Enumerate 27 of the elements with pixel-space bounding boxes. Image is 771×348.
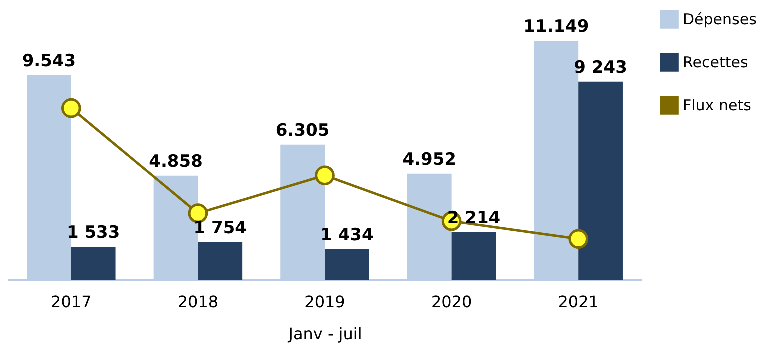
point bbox=[61, 98, 82, 118]
data-label: 11.149 bbox=[524, 17, 590, 38]
x-tick-label: 2021 bbox=[558, 292, 599, 312]
x-tick-label: 2018 bbox=[178, 292, 219, 312]
data-label: 4.858 bbox=[149, 152, 203, 172]
data-label: 9 243 bbox=[574, 58, 628, 78]
point bbox=[568, 229, 589, 250]
legend-label: Recettes bbox=[683, 54, 748, 72]
x-tick-label: 2020 bbox=[431, 292, 472, 312]
bar bbox=[325, 249, 370, 280]
bar bbox=[452, 232, 496, 280]
bar bbox=[198, 242, 243, 280]
data-label: 9.543 bbox=[22, 51, 76, 72]
legend-label: Flux nets bbox=[683, 96, 752, 114]
bar bbox=[71, 247, 116, 280]
data-label: 1 533 bbox=[66, 223, 120, 244]
x-axis-title: Janv - juil bbox=[288, 324, 362, 344]
point bbox=[315, 166, 335, 186]
x-tick-label: 2019 bbox=[304, 292, 346, 312]
data-label: 1 434 bbox=[320, 225, 374, 246]
data-label: 2 214 bbox=[447, 208, 501, 229]
bar bbox=[578, 82, 623, 280]
x-tick-label: 2017 bbox=[51, 292, 92, 312]
data-label: 6.305 bbox=[276, 120, 330, 141]
data-label: 4.952 bbox=[402, 150, 456, 170]
legend-label: Dépenses bbox=[683, 10, 758, 28]
data-label: 1 754 bbox=[194, 218, 248, 238]
